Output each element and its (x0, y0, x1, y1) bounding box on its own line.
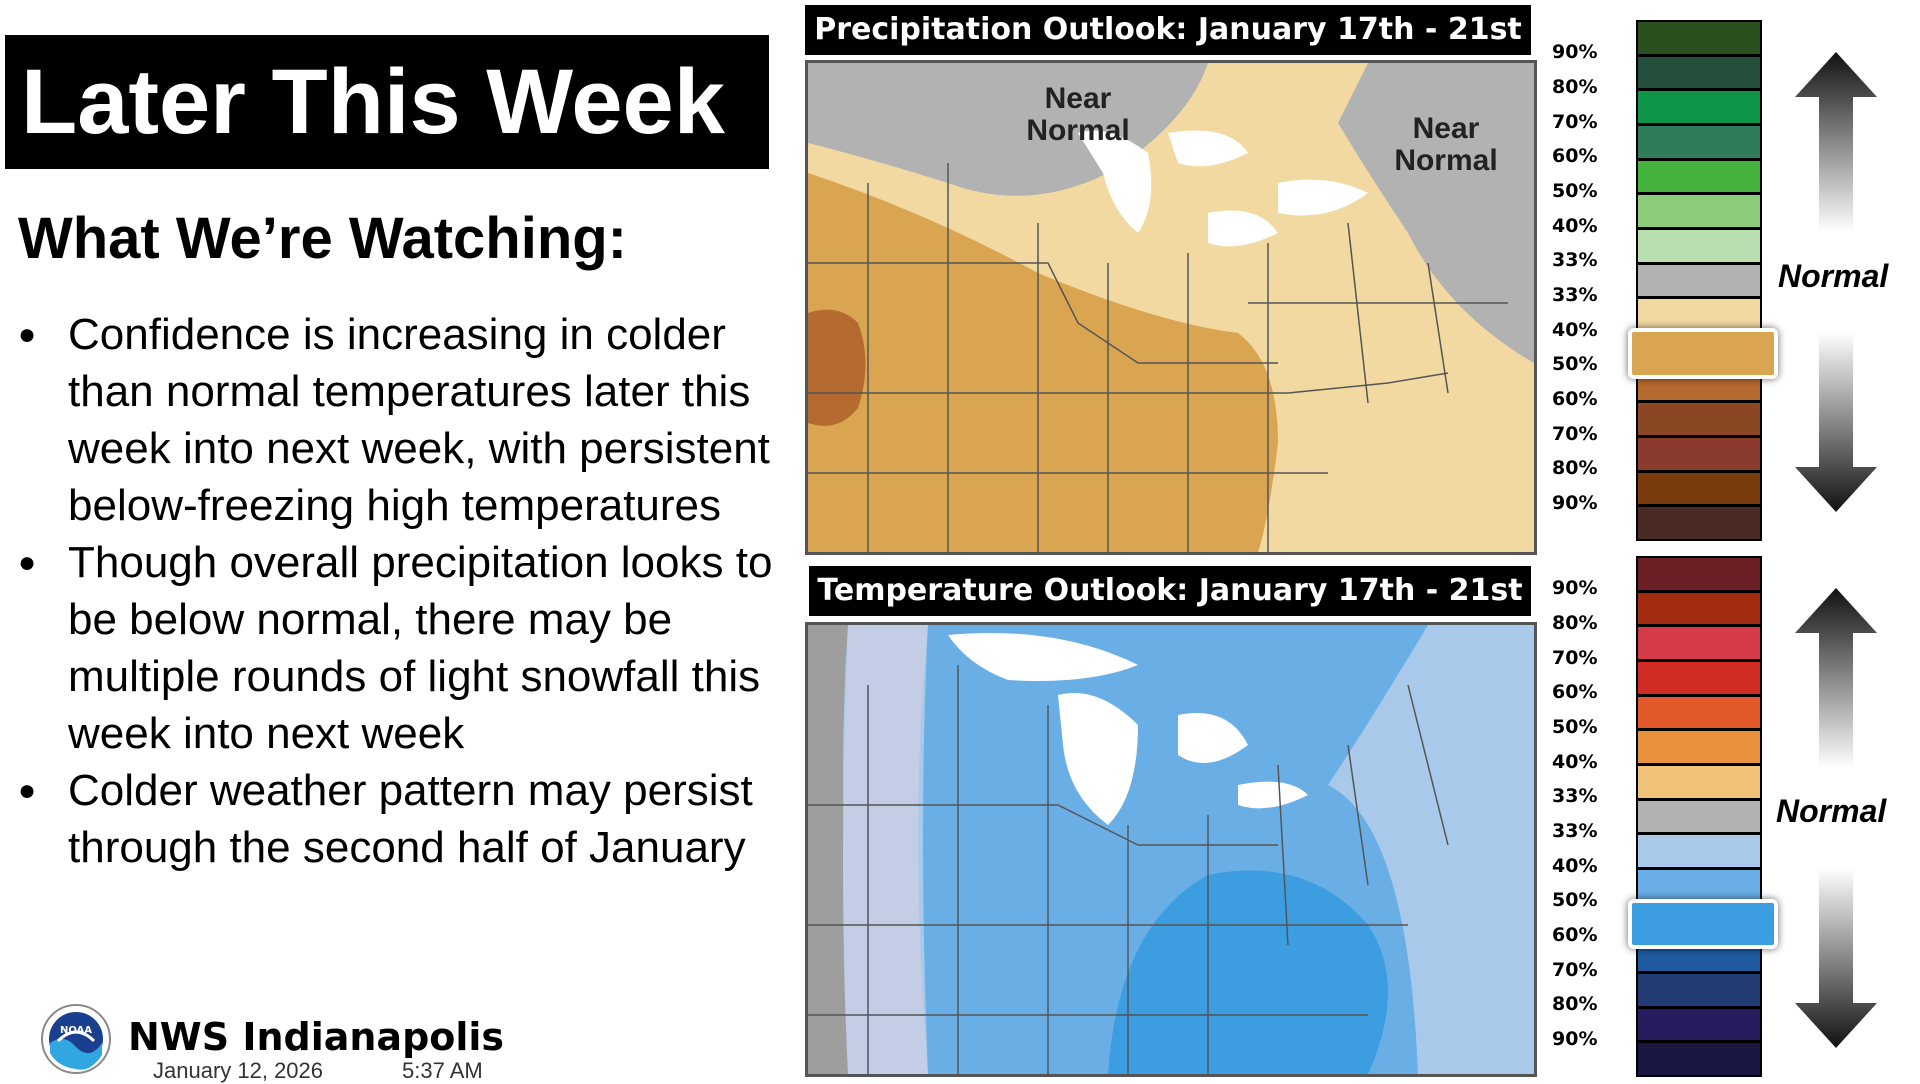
precip-legend-swatch (1636, 54, 1762, 91)
temp-outlook-title: Temperature Outlook: January 17th - 21st (809, 566, 1531, 616)
temp-legend-swatch (1636, 590, 1762, 627)
temp-legend (1628, 556, 1778, 1077)
precip-legend-label: 80% (1552, 76, 1598, 98)
precip-legend-swatch (1636, 297, 1762, 333)
precip-legend-label: 60% (1552, 145, 1598, 168)
precip-legend-swatch (1636, 228, 1762, 264)
precip-legend-swatch (1636, 401, 1762, 437)
temp-legend-swatch (1636, 729, 1762, 765)
bullet-item: Colder weather pattern may persist throu… (18, 762, 788, 876)
temp-legend-selected-category (1628, 898, 1778, 950)
precip-legend-label: 70% (1552, 422, 1598, 445)
precip-legend-swatch (1636, 470, 1762, 507)
precip-legend-label: 40% (1552, 318, 1598, 341)
bullet-item: Confidence is increasing in colder than … (18, 306, 788, 534)
precip-outlook-title: Precipitation Outlook: January 17th - 21… (805, 5, 1531, 55)
temp-legend-label: 50% (1552, 889, 1598, 912)
temp-legend-label: 50% (1552, 716, 1598, 738)
temp-legend-swatch (1636, 660, 1762, 696)
precip-arrows-icon (1795, 52, 1877, 512)
temp-outlook-map (805, 622, 1537, 1077)
precip-legend-swatch (1636, 505, 1762, 541)
precip-legend-label: 50% (1552, 180, 1598, 202)
temp-legend-swatch (1636, 972, 1762, 1008)
temp-legend-label: 80% (1552, 612, 1598, 634)
temp-legend-label: 40% (1552, 854, 1598, 877)
temp-legend-label: 60% (1552, 924, 1598, 946)
precip-legend-swatch (1636, 158, 1762, 195)
temp-legend-label: 60% (1552, 681, 1598, 704)
temp-legend-label: 70% (1552, 958, 1598, 981)
noaa-logo-icon: NOAA (41, 1004, 111, 1074)
near-normal-label-west: Near Normal (1026, 82, 1130, 147)
temp-arrows-icon (1795, 588, 1877, 1048)
temp-legend-label: 70% (1552, 646, 1598, 669)
precip-legend-label: 33% (1552, 284, 1598, 306)
near-normal-label-east: Near Normal (1394, 112, 1498, 177)
issue-date: January 12, 2026 (153, 1058, 324, 1083)
temp-legend-label: 33% (1552, 785, 1598, 808)
precip-legend-label: 33% (1552, 249, 1598, 272)
precip-normal-label: Normal (1778, 258, 1889, 294)
precip-legend-label: 80% (1552, 457, 1598, 480)
temp-legend-label: 90% (1552, 1028, 1598, 1050)
temp-legend-label: 40% (1552, 750, 1598, 773)
precip-legend-label: 40% (1552, 214, 1598, 237)
bullet-list: Confidence is increasing in colder than … (18, 306, 788, 876)
page-title: Later This Week (5, 35, 769, 169)
temp-legend-label: 90% (1552, 577, 1598, 600)
temp-legend-label: 33% (1552, 820, 1598, 842)
temp-legend-swatch (1636, 625, 1762, 661)
temp-legend-label: 80% (1552, 993, 1598, 1016)
temp-legend-swatch (1636, 833, 1762, 869)
noaa-logo-text: NOAA (60, 1025, 92, 1036)
precip-legend-label: 90% (1552, 492, 1598, 514)
precip-outlook-map: Near Normal Near Normal (805, 60, 1537, 555)
precip-legend-label: 60% (1552, 388, 1598, 410)
temp-normal-label: Normal (1776, 793, 1887, 829)
section-heading: What We’re Watching: (18, 206, 627, 271)
precip-legend-label: 70% (1552, 110, 1598, 133)
temp-legend-swatch (1636, 798, 1762, 835)
temp-legend-swatch (1636, 764, 1762, 800)
precip-legend-selected-category (1628, 328, 1778, 379)
precip-legend-label: 90% (1552, 41, 1598, 64)
issue-time: 5:37 AM (402, 1058, 483, 1083)
precip-legend-swatch (1636, 262, 1762, 299)
precip-legend-swatch (1636, 89, 1762, 125)
precip-legend-swatch (1636, 124, 1762, 160)
precip-legend-swatch (1636, 193, 1762, 229)
temp-legend-swatch (1636, 694, 1762, 731)
precip-legend-label: 50% (1552, 353, 1598, 376)
precip-legend-swatch (1636, 436, 1762, 472)
temp-legend-swatch (1636, 1041, 1762, 1077)
precip-legend-swatch (1636, 20, 1762, 56)
office-name: NWS Indianapolis (128, 1015, 505, 1059)
bullet-item: Though overall precipitation looks to be… (18, 534, 788, 762)
temp-legend-swatch (1636, 556, 1762, 592)
temp-legend-swatch (1636, 1006, 1762, 1043)
precip-legend (1628, 20, 1778, 541)
